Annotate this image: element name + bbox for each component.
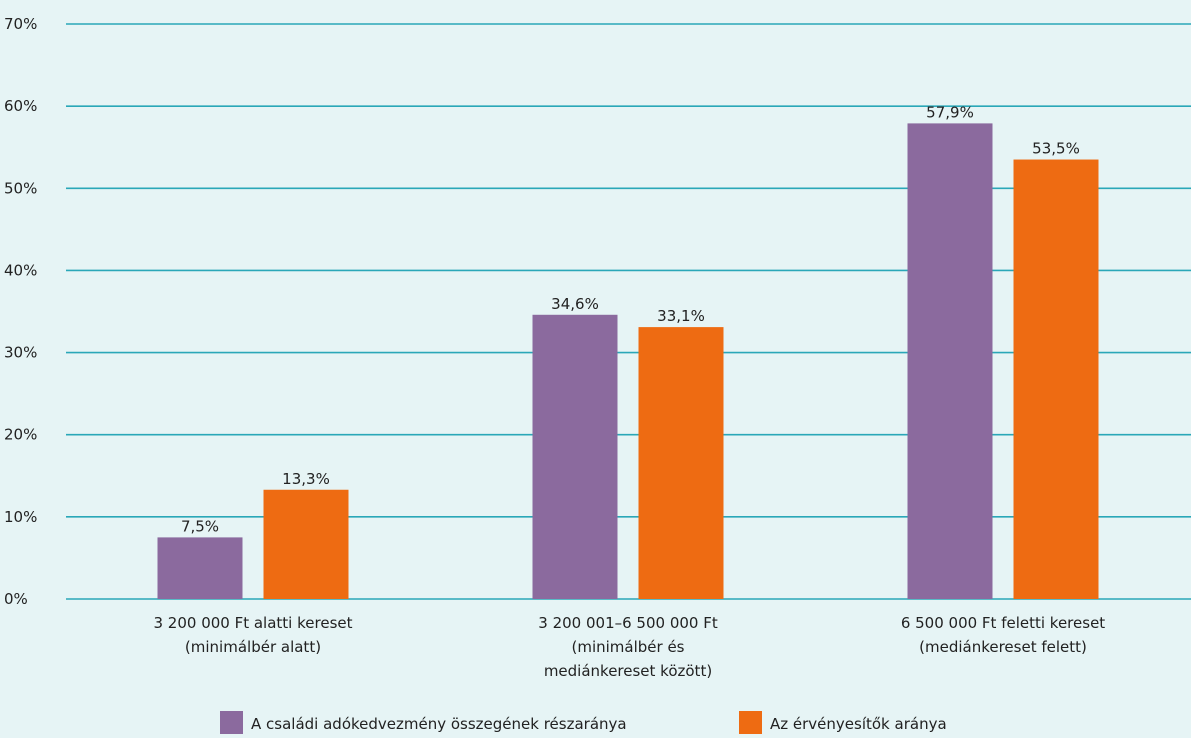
x-category-label: (mediánkereset felett) bbox=[919, 638, 1087, 656]
data-label: 33,1% bbox=[657, 307, 705, 325]
data-label: 7,5% bbox=[181, 517, 219, 535]
legend-swatch-series1 bbox=[220, 711, 243, 734]
y-tick-label: 30% bbox=[4, 344, 37, 362]
y-tick-label: 70% bbox=[4, 15, 37, 33]
x-category-label: 3 200 000 Ft alatti kereset bbox=[153, 614, 352, 632]
x-category-label: 3 200 001–6 500 000 Ft bbox=[538, 614, 718, 632]
bar-series2-cat3 bbox=[1013, 159, 1099, 600]
bar-series2-cat2 bbox=[638, 327, 724, 599]
y-tick-label: 60% bbox=[4, 97, 37, 115]
y-tick-label: 50% bbox=[4, 179, 37, 197]
x-category-label: (minimálbér és bbox=[571, 638, 684, 656]
bar-series2-cat1 bbox=[263, 489, 349, 599]
bar-series1-cat2 bbox=[532, 314, 618, 599]
legend-label: Az érvényesítők aránya bbox=[770, 715, 947, 733]
y-tick-label: 20% bbox=[4, 426, 37, 444]
x-category-label: mediánkereset között) bbox=[544, 662, 712, 680]
legend-label: A családi adókedvezmény összegének résza… bbox=[251, 715, 627, 733]
y-tick-label: 0% bbox=[4, 590, 28, 608]
y-tick-label: 10% bbox=[4, 508, 37, 526]
legend-swatch-series2 bbox=[739, 711, 762, 734]
x-category-label: 6 500 000 Ft feletti kereset bbox=[901, 614, 1105, 632]
data-label: 34,6% bbox=[551, 295, 599, 313]
data-label: 53,5% bbox=[1032, 140, 1080, 158]
y-tick-label: 40% bbox=[4, 261, 37, 279]
bar-series1-cat3 bbox=[907, 123, 993, 600]
bar-series1-cat1 bbox=[157, 537, 243, 599]
data-label: 57,9% bbox=[926, 103, 974, 121]
x-category-label: (minimálbér alatt) bbox=[185, 638, 321, 656]
data-label: 13,3% bbox=[282, 470, 330, 488]
